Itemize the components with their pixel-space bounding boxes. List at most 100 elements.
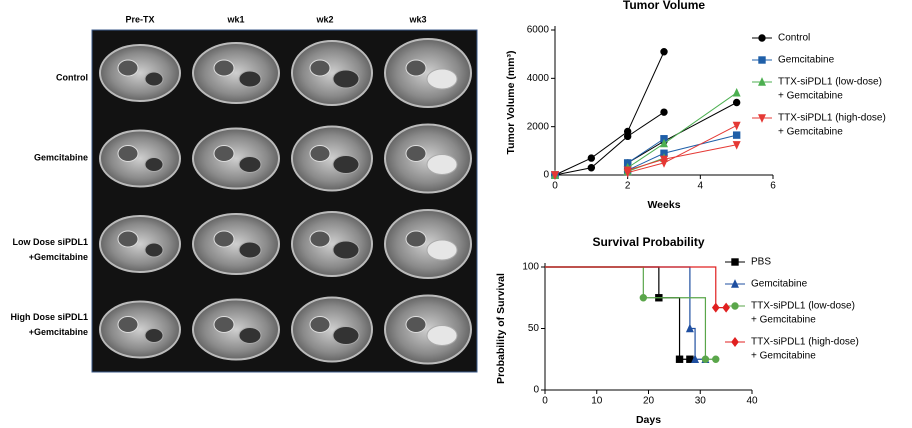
mri-slice: [384, 38, 472, 108]
point: [732, 141, 741, 150]
chart-title: Survival Probability: [592, 235, 704, 249]
mri-grid: [99, 38, 472, 365]
mri-organ: [309, 145, 331, 162]
legend-label: + Gemcitabine: [751, 315, 816, 326]
legend-label: TTX-siPDL1 (high-dose): [778, 113, 886, 124]
point: [623, 166, 632, 176]
legend-label: + Gemcitabine: [751, 351, 816, 362]
y-tick-label: 100: [522, 262, 539, 273]
y-tick-label: 2000: [527, 121, 550, 132]
x-tick-label: 20: [643, 396, 655, 407]
mri-organ: [332, 326, 360, 345]
y-tick-label: 0: [543, 170, 549, 181]
legend-label: Control: [778, 33, 810, 44]
point: [691, 354, 700, 363]
point: [623, 132, 632, 141]
mri-slice: [192, 213, 280, 275]
mri-organ: [405, 145, 427, 162]
mri-slice: [384, 294, 472, 365]
mri-slice: [384, 123, 472, 194]
mri-organ: [238, 327, 262, 344]
legend-label: Gemcitabine: [778, 55, 835, 66]
survival-curve: [545, 266, 727, 309]
mri-organ: [426, 239, 458, 261]
mri-organ: [405, 316, 427, 333]
mri-organ: [238, 241, 262, 259]
y-tick-label: 50: [528, 323, 540, 334]
row-label: +Gemcitabine: [29, 252, 88, 262]
mri-organ: [117, 230, 139, 248]
mri-organ: [144, 71, 164, 87]
point: [711, 302, 720, 313]
legend-label: + Gemcitabine: [778, 127, 843, 138]
mri-organ: [332, 69, 360, 89]
x-tick-label: 30: [695, 396, 707, 407]
mri-organ: [426, 154, 458, 175]
point: [722, 302, 730, 313]
mri-slice: [192, 298, 280, 361]
point: [660, 138, 668, 148]
mri-slice: [291, 40, 373, 106]
legend-marker: [758, 56, 766, 64]
mri-organ: [117, 145, 139, 162]
column-label: wk3: [408, 14, 426, 24]
mri-organ: [144, 242, 164, 258]
point: [551, 171, 559, 180]
row-label: +Gemcitabine: [29, 327, 88, 337]
y-tick-label: 4000: [527, 73, 550, 84]
mri-organ: [332, 240, 360, 260]
mri-slice: [99, 215, 181, 273]
row-label: Low Dose siPDL1: [12, 237, 88, 247]
mri-organ: [213, 145, 235, 162]
legend-marker: [731, 302, 739, 310]
point: [732, 121, 741, 131]
row-label: Gemcitabine: [34, 152, 88, 162]
y-tick-label: 6000: [527, 25, 550, 36]
legend-marker: [731, 336, 739, 348]
series-line: [627, 138, 665, 164]
legend-marker: [731, 258, 739, 266]
mri-slice: [192, 42, 280, 104]
point: [675, 355, 684, 363]
mri-organ: [117, 59, 139, 77]
mri-organ: [309, 316, 331, 333]
mri-organ: [213, 316, 235, 333]
point: [732, 87, 741, 97]
row-label: High Dose siPDL1: [10, 312, 88, 322]
mri-organ: [144, 157, 164, 172]
column-label: wk2: [315, 14, 333, 24]
mri-slice: [99, 300, 181, 359]
series-line: [554, 111, 665, 176]
chart-title: Tumor Volume: [623, 0, 706, 12]
mri-organ: [426, 68, 458, 90]
mri-organ: [238, 156, 262, 173]
x-tick-label: 40: [746, 396, 758, 407]
mri-organ: [332, 155, 360, 174]
legend-label: PBS: [751, 257, 771, 268]
mri-organ: [117, 316, 139, 333]
mri-slice: [384, 209, 472, 279]
series-line: [554, 51, 665, 176]
x-axis-label: Days: [636, 414, 661, 426]
point: [732, 131, 741, 139]
point: [660, 155, 668, 165]
survival-curve: [545, 266, 690, 360]
legend-label: TTX-siPDL1 (low-dose): [751, 301, 855, 312]
point: [712, 355, 720, 363]
point: [660, 108, 668, 116]
mri-organ: [144, 328, 164, 343]
point: [660, 48, 668, 56]
legend-marker: [758, 114, 766, 123]
row-label: Control: [56, 72, 88, 82]
x-axis-label: Weeks: [647, 199, 680, 211]
legend-label: + Gemcitabine: [778, 91, 843, 102]
x-tick-label: 2: [625, 181, 631, 192]
legend-label: Gemcitabine: [751, 279, 808, 290]
column-label: wk1: [226, 14, 244, 24]
legend-marker: [731, 279, 739, 288]
y-tick-label: 0: [533, 385, 539, 396]
column-label: Pre-TX: [125, 14, 154, 24]
legend-marker: [758, 34, 766, 42]
